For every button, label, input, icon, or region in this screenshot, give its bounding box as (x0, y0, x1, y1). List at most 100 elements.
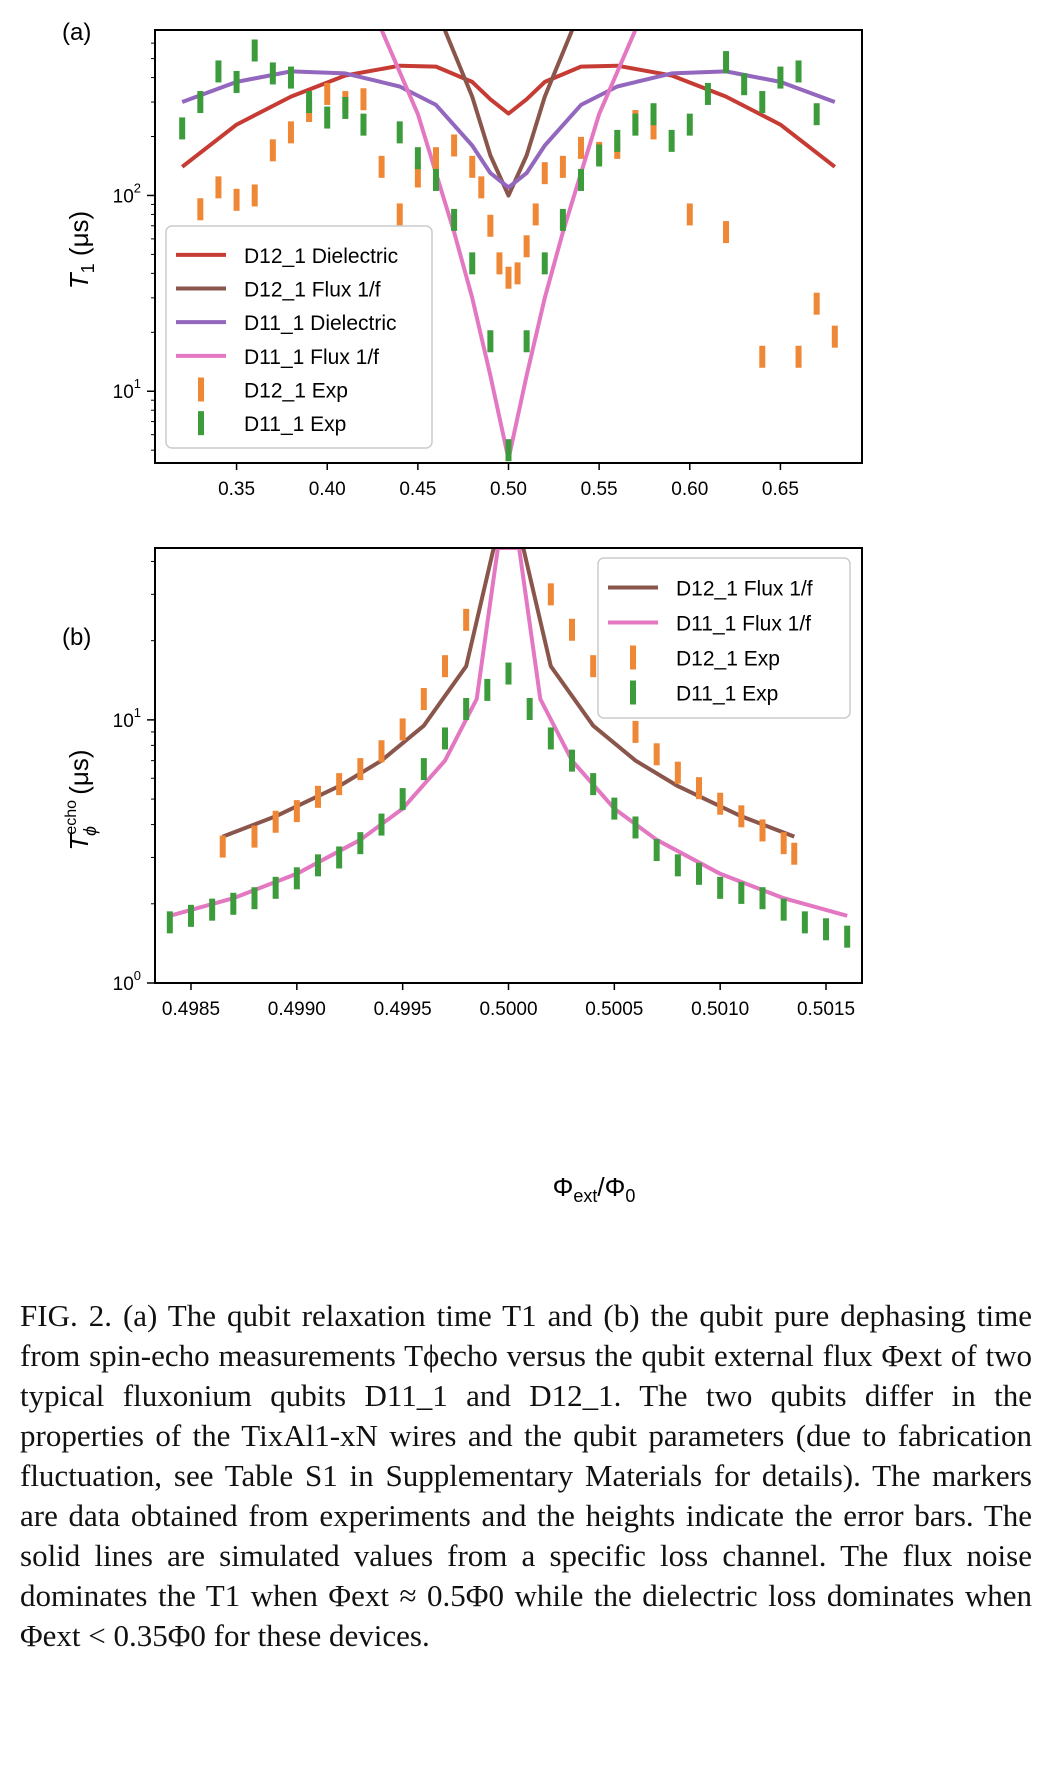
data-point-d11-1-exp (632, 816, 639, 839)
data-point-d12-1-exp (791, 842, 798, 865)
data-point-d11-1-exp (469, 252, 476, 275)
data-point-d12-1-exp (523, 235, 530, 258)
legend-box (165, 225, 433, 449)
data-point-d12-1-exp (451, 134, 458, 157)
panel-b: (b) 0.4985 0.4990 0.4995 0.5000 0.5005 0.5010… (62, 547, 863, 1020)
data-point-d11-1-exp (547, 727, 554, 750)
data-point-d11-1-exp (336, 846, 343, 869)
x-tick-label: 0.45 (399, 479, 436, 500)
data-point-d11-1-exp (738, 881, 745, 904)
data-point-d12-1-exp (487, 214, 494, 237)
series-line-d12-1-flux-1-f (442, 30, 575, 198)
data-point-d11-1-exp (215, 60, 222, 83)
data-point-d11-1-exp (272, 876, 279, 899)
data-point-d11-1-exp (324, 106, 331, 129)
data-point-d12-1-exp (650, 117, 657, 140)
figure-caption: FIG. 2. (a) The qubit relaxation time T1… (20, 1298, 1032, 1653)
data-point-d11-1-exp (777, 66, 784, 89)
legend-label-d12-1-dielectric: D12_1 Dielectric (244, 245, 398, 268)
data-point-d12-1-exp (233, 188, 240, 211)
data-point-d11-1-exp (526, 697, 533, 720)
data-point-d11-1-exp (451, 208, 458, 231)
legend-label-d11-1-dielectric: D11_1 Dielectric (244, 312, 397, 335)
data-point-d11-1-exp (399, 788, 406, 811)
y-tick-label: 100 (113, 968, 141, 995)
data-point-d12-1-exp (532, 203, 539, 226)
panel-a-label: (a) (62, 19, 91, 46)
data-point-d11-1-exp (251, 39, 258, 62)
data-point-d11-1-exp (686, 113, 693, 136)
legend-label-d12-1-exp: D12_1 Exp (676, 648, 780, 671)
data-point-d12-1-exp (432, 147, 439, 170)
data-point-d11-1-exp (844, 925, 851, 948)
data-point-d12-1-exp (314, 785, 321, 808)
data-point-d12-1-exp (360, 88, 367, 111)
data-point-d11-1-exp (251, 887, 258, 910)
data-point-d11-1-exp (487, 330, 494, 353)
data-point-d11-1-exp (541, 252, 548, 275)
data-point-d11-1-exp (611, 797, 618, 820)
data-point-d12-1-exp (269, 139, 276, 162)
x-tick-label: 0.4990 (268, 999, 326, 1020)
legend-label-d11-1-flux-1-f: D11_1 Flux 1/f (676, 613, 811, 636)
data-point-d12-1-exp (738, 805, 745, 828)
data-point-d12-1-exp (219, 835, 226, 858)
data-point-d11-1-exp (306, 91, 313, 114)
y-tick-label: 102 (113, 180, 141, 207)
data-point-d11-1-exp (441, 727, 448, 750)
data-point-d11-1-exp (741, 73, 748, 96)
axes-frame (154, 547, 863, 984)
data-point-d12-1-exp (272, 810, 279, 833)
data-point-d11-1-exp (505, 439, 512, 462)
data-point-d12-1-exp (293, 800, 300, 823)
data-point-d12-1-exp (399, 718, 406, 741)
x-axis-label: Φext/Φ0 (553, 1172, 636, 1206)
data-point-d11-1-exp (463, 697, 470, 720)
series-line-d12-1-dielectric (180, 63, 837, 169)
data-point-d12-1-exp (723, 221, 730, 244)
data-point-d11-1-exp (569, 749, 576, 772)
data-point-d11-1-exp (650, 103, 657, 126)
data-point-d11-1-exp (717, 876, 724, 899)
y-axis-label-b: Techoϕ (μs) (63, 749, 100, 850)
data-point-d12-1-exp (795, 345, 802, 368)
x-tick-label: 0.40 (309, 479, 346, 500)
data-point-d11-1-exp (759, 91, 766, 114)
data-point-d11-1-exp (484, 678, 491, 701)
data-point-d12-1-exp (378, 155, 385, 178)
legend-box (597, 557, 851, 719)
data-point-d12-1-exp (496, 252, 503, 275)
data-point-d12-1-exp (441, 655, 448, 678)
data-point-d12-1-exp (420, 688, 427, 711)
legend: D12_1 Dielectric D12_1 Flux 1/f D11_1 Diel… (165, 225, 433, 449)
data-point-d11-1-exp (269, 62, 276, 85)
legend: D12_1 Flux 1/f D11_1 Flux 1/f D12_1 Exp D11… (597, 557, 851, 719)
data-point-d12-1-exp (514, 262, 521, 285)
data-point-d11-1-exp (432, 168, 439, 191)
data-point-d11-1-exp (293, 867, 300, 890)
series-line-d12-1-flux-1-f (221, 548, 796, 839)
data-point-d11-1-exp (233, 70, 240, 93)
data-point-d11-1-exp (378, 813, 385, 836)
series-line-d11-1-dielectric (181, 69, 836, 190)
data-point-d11-1-exp (314, 854, 321, 877)
data-point-d12-1-exp (469, 155, 476, 178)
data-point-d11-1-exp (559, 208, 566, 231)
legend-label-d12-1-exp: D12_1 Exp (244, 380, 348, 403)
data-point-d11-1-exp (197, 91, 204, 114)
data-point-d12-1-exp (547, 583, 554, 606)
data-point-d12-1-exp (251, 825, 258, 848)
data-point-d11-1-exp (287, 66, 294, 89)
data-point-d12-1-exp (414, 165, 421, 188)
data-point-d12-1-exp (463, 608, 470, 631)
legend-label-d12-1-flux-1-f: D12_1 Flux 1/f (244, 279, 381, 302)
data-point-d11-1-exp (505, 662, 512, 685)
x-tick-label: 0.5000 (479, 999, 537, 1020)
data-point-d11-1-exp (674, 854, 681, 877)
data-point-d12-1-exp (578, 136, 585, 159)
panel-b-label: (b) (62, 624, 91, 651)
series-line-d11-1-flux-1-f (169, 548, 848, 918)
data-point-d11-1-exp (653, 839, 660, 862)
data-point-d11-1-exp (360, 113, 367, 136)
legend-marker-d12-1-exp (630, 645, 636, 670)
